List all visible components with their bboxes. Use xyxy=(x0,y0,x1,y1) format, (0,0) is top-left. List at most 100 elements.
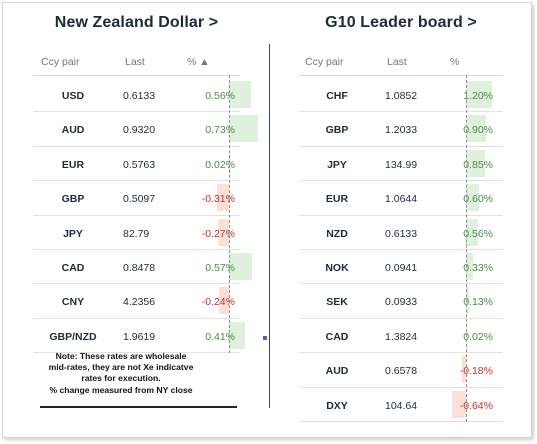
zero-change-line xyxy=(466,75,467,422)
last-rate: 0.5097 xyxy=(123,193,156,206)
change-bar xyxy=(466,287,469,315)
rate-row[interactable]: CNY 4.2356 -0.24% xyxy=(33,284,240,319)
header-divider xyxy=(299,75,503,76)
percent-change: 0.41% xyxy=(205,330,235,343)
change-bar xyxy=(218,218,229,246)
percent-change: 0.56% xyxy=(463,227,493,240)
currency-pair[interactable]: AUD xyxy=(61,124,85,137)
rate-row[interactable]: GBP 1.2033 0.90% xyxy=(299,112,503,147)
percent-change: -0.31% xyxy=(201,193,235,206)
rate-row[interactable]: USD 0.6133 0.56% xyxy=(33,78,252,113)
last-rate: 134.99 xyxy=(385,158,418,171)
percent-change: 0.85% xyxy=(463,158,493,171)
currency-pair[interactable]: GBP/NZD xyxy=(49,330,97,343)
percent-change: -0.64% xyxy=(459,399,493,412)
change-bar xyxy=(466,218,479,246)
nzd-table-header: Ccy pair Last % ▲ xyxy=(33,56,240,70)
rate-row[interactable]: EUR 1.0644 0.60% xyxy=(299,181,503,216)
rate-row[interactable]: NZD 0.6133 0.56% xyxy=(299,216,503,250)
percent-change: -0.24% xyxy=(201,296,235,309)
currency-pair[interactable]: JPY xyxy=(63,227,83,240)
change-bar xyxy=(216,184,229,212)
note-line: % change measured from NY close xyxy=(49,384,193,395)
header-ccy-pair[interactable]: Ccy pair xyxy=(305,56,344,68)
change-bar xyxy=(451,390,466,418)
currency-pair[interactable]: CAD xyxy=(61,261,85,274)
last-rate: 1.0852 xyxy=(385,90,418,102)
rate-row[interactable]: GBP/NZD 1.9619 0.41% xyxy=(33,319,246,354)
currency-pair[interactable]: AUD xyxy=(325,365,349,378)
currency-pair[interactable]: NZD xyxy=(326,227,348,240)
rate-row[interactable]: SEK 0.0933 0.13% xyxy=(299,284,503,319)
rate-row[interactable]: CAD 1.3824 0.02% xyxy=(299,319,503,354)
rate-row[interactable]: AUD 0.6578 -0.18% xyxy=(299,353,503,388)
change-bar xyxy=(229,321,246,349)
header-last[interactable]: Last xyxy=(387,56,407,68)
g10-table-header: Ccy pair Last % xyxy=(299,56,503,70)
currency-pair[interactable]: GBP xyxy=(325,124,349,137)
currency-pair[interactable]: CAD xyxy=(325,330,349,343)
header-pct[interactable]: % xyxy=(450,56,460,68)
change-bar xyxy=(466,184,480,212)
header-ccy-pair[interactable]: Ccy pair xyxy=(41,56,80,68)
last-rate: 4.2356 xyxy=(123,296,156,309)
last-rate: 1.0644 xyxy=(385,193,418,206)
currency-pair[interactable]: DXY xyxy=(326,399,348,412)
rate-row[interactable]: CHF 1.0852 1.20% xyxy=(299,78,503,113)
note-line: Note: These rates are wholesale xyxy=(55,351,187,361)
last-rate: 0.6578 xyxy=(385,365,418,378)
note-underline xyxy=(40,406,237,408)
last-rate: 0.6133 xyxy=(123,90,156,102)
note-line: rates for execution. xyxy=(81,373,161,384)
last-rate: 1.3824 xyxy=(385,330,418,343)
last-rate: 0.5763 xyxy=(123,158,156,171)
header-divider xyxy=(33,75,240,76)
rate-row[interactable]: JPY 134.99 0.85% xyxy=(299,147,503,182)
currency-pair[interactable]: JPY xyxy=(327,158,347,171)
currency-pair[interactable]: USD xyxy=(61,90,85,102)
resize-handle-icon xyxy=(263,336,267,340)
percent-change: -0.27% xyxy=(201,227,235,240)
currency-pair[interactable]: EUR xyxy=(325,193,349,206)
last-rate: 82.79 xyxy=(123,227,150,240)
last-rate: 0.9320 xyxy=(123,124,156,137)
currency-pair[interactable]: NOK xyxy=(325,261,349,274)
percent-change: 0.90% xyxy=(463,124,493,137)
currency-pair[interactable]: GBP xyxy=(61,193,85,206)
currency-pair[interactable]: CNY xyxy=(61,296,85,309)
header-pct-sort[interactable]: % ▲ xyxy=(187,56,210,68)
rate-row[interactable]: DXY 104.64 -0.64% xyxy=(299,388,503,422)
rate-row[interactable]: JPY 82.79 -0.27% xyxy=(33,216,240,250)
nzd-panel-title[interactable]: New Zealand Dollar > xyxy=(54,14,219,31)
change-bar xyxy=(466,149,485,177)
change-bar xyxy=(466,115,486,143)
percent-change: 1.20% xyxy=(463,90,493,102)
rate-row[interactable]: NOK 0.0941 0.33% xyxy=(299,250,503,285)
change-bar xyxy=(466,81,493,108)
rate-row[interactable]: GBP 0.5097 -0.31% xyxy=(33,181,240,216)
last-rate: 1.2033 xyxy=(385,124,418,137)
change-bar xyxy=(229,81,252,108)
currency-pair[interactable]: EUR xyxy=(61,158,85,171)
g10-panel-title[interactable]: G10 Leader board > xyxy=(325,14,477,31)
header-last[interactable]: Last xyxy=(125,56,145,68)
rate-row[interactable]: CAD 0.8478 0.57% xyxy=(33,250,252,285)
currency-pair[interactable]: CHF xyxy=(326,90,348,102)
percent-change: 0.73% xyxy=(205,124,235,137)
last-rate: 0.0933 xyxy=(385,296,418,309)
last-rate: 104.64 xyxy=(385,399,418,412)
zero-change-line xyxy=(229,75,230,354)
percent-change: 0.02% xyxy=(205,158,235,171)
panel-divider xyxy=(269,44,270,408)
last-rate: 0.0941 xyxy=(385,261,418,274)
percent-change: -0.18% xyxy=(459,365,493,378)
rate-row[interactable]: EUR 0.5763 0.02% xyxy=(33,147,240,182)
percent-change: 0.02% xyxy=(463,330,493,343)
last-rate: 0.6133 xyxy=(385,227,418,240)
currency-pair[interactable]: SEK xyxy=(326,296,348,309)
rate-row[interactable]: AUD 0.9320 0.73% xyxy=(33,112,259,147)
last-rate: 0.8478 xyxy=(123,261,156,274)
percent-change: 0.33% xyxy=(463,261,493,274)
rates-disclaimer-note: Note: These rates are wholesale mid-rate… xyxy=(19,351,223,396)
percent-change: 0.57% xyxy=(205,261,235,274)
